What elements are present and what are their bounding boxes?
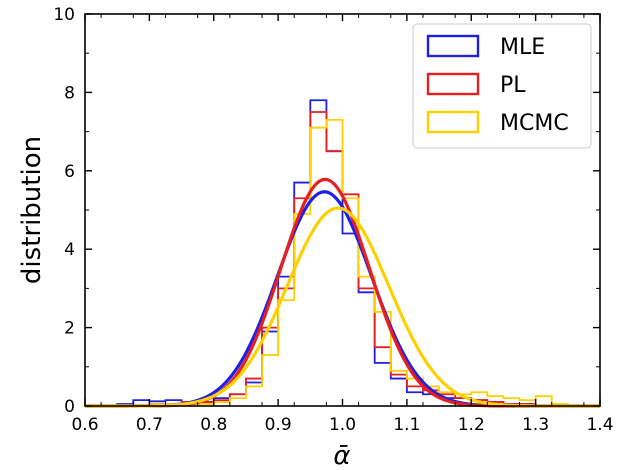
x-tick-label: 1.0 bbox=[329, 415, 356, 435]
y-tick-label: 2 bbox=[64, 319, 75, 339]
x-tick-label: 0.9 bbox=[265, 415, 292, 435]
x-tick-label: 0.7 bbox=[136, 415, 163, 435]
fit-curve-mcmc bbox=[85, 206, 600, 408]
legend-swatch-pl bbox=[426, 72, 480, 96]
legend-label-mle: MLE bbox=[500, 35, 545, 60]
x-tick-label: 1.4 bbox=[586, 415, 613, 435]
x-tick-label: 1.1 bbox=[393, 415, 420, 435]
legend-swatch-mcmc bbox=[426, 110, 480, 134]
legend-swatch-mle bbox=[426, 34, 480, 58]
legend-label-pl: PL bbox=[500, 73, 526, 98]
x-tick-label: 1.2 bbox=[458, 415, 485, 435]
y-tick-label: 10 bbox=[53, 5, 75, 25]
x-tick-label: 1.3 bbox=[522, 415, 549, 435]
x-tick-label: 0.8 bbox=[200, 415, 227, 435]
legend: MLE PL MCMC bbox=[412, 23, 592, 149]
legend-label-mcmc: MCMC bbox=[500, 111, 569, 136]
x-tick-label: 0.6 bbox=[71, 415, 98, 435]
y-axis-label: distribution bbox=[17, 136, 47, 284]
histogram-mcmc bbox=[148, 118, 569, 406]
y-tick-label: 6 bbox=[64, 162, 75, 182]
y-tick-label: 8 bbox=[64, 83, 75, 103]
y-tick-label: 4 bbox=[64, 240, 75, 260]
x-axis-label: ᾱ bbox=[333, 441, 350, 470]
y-tick-label: 0 bbox=[64, 397, 75, 417]
